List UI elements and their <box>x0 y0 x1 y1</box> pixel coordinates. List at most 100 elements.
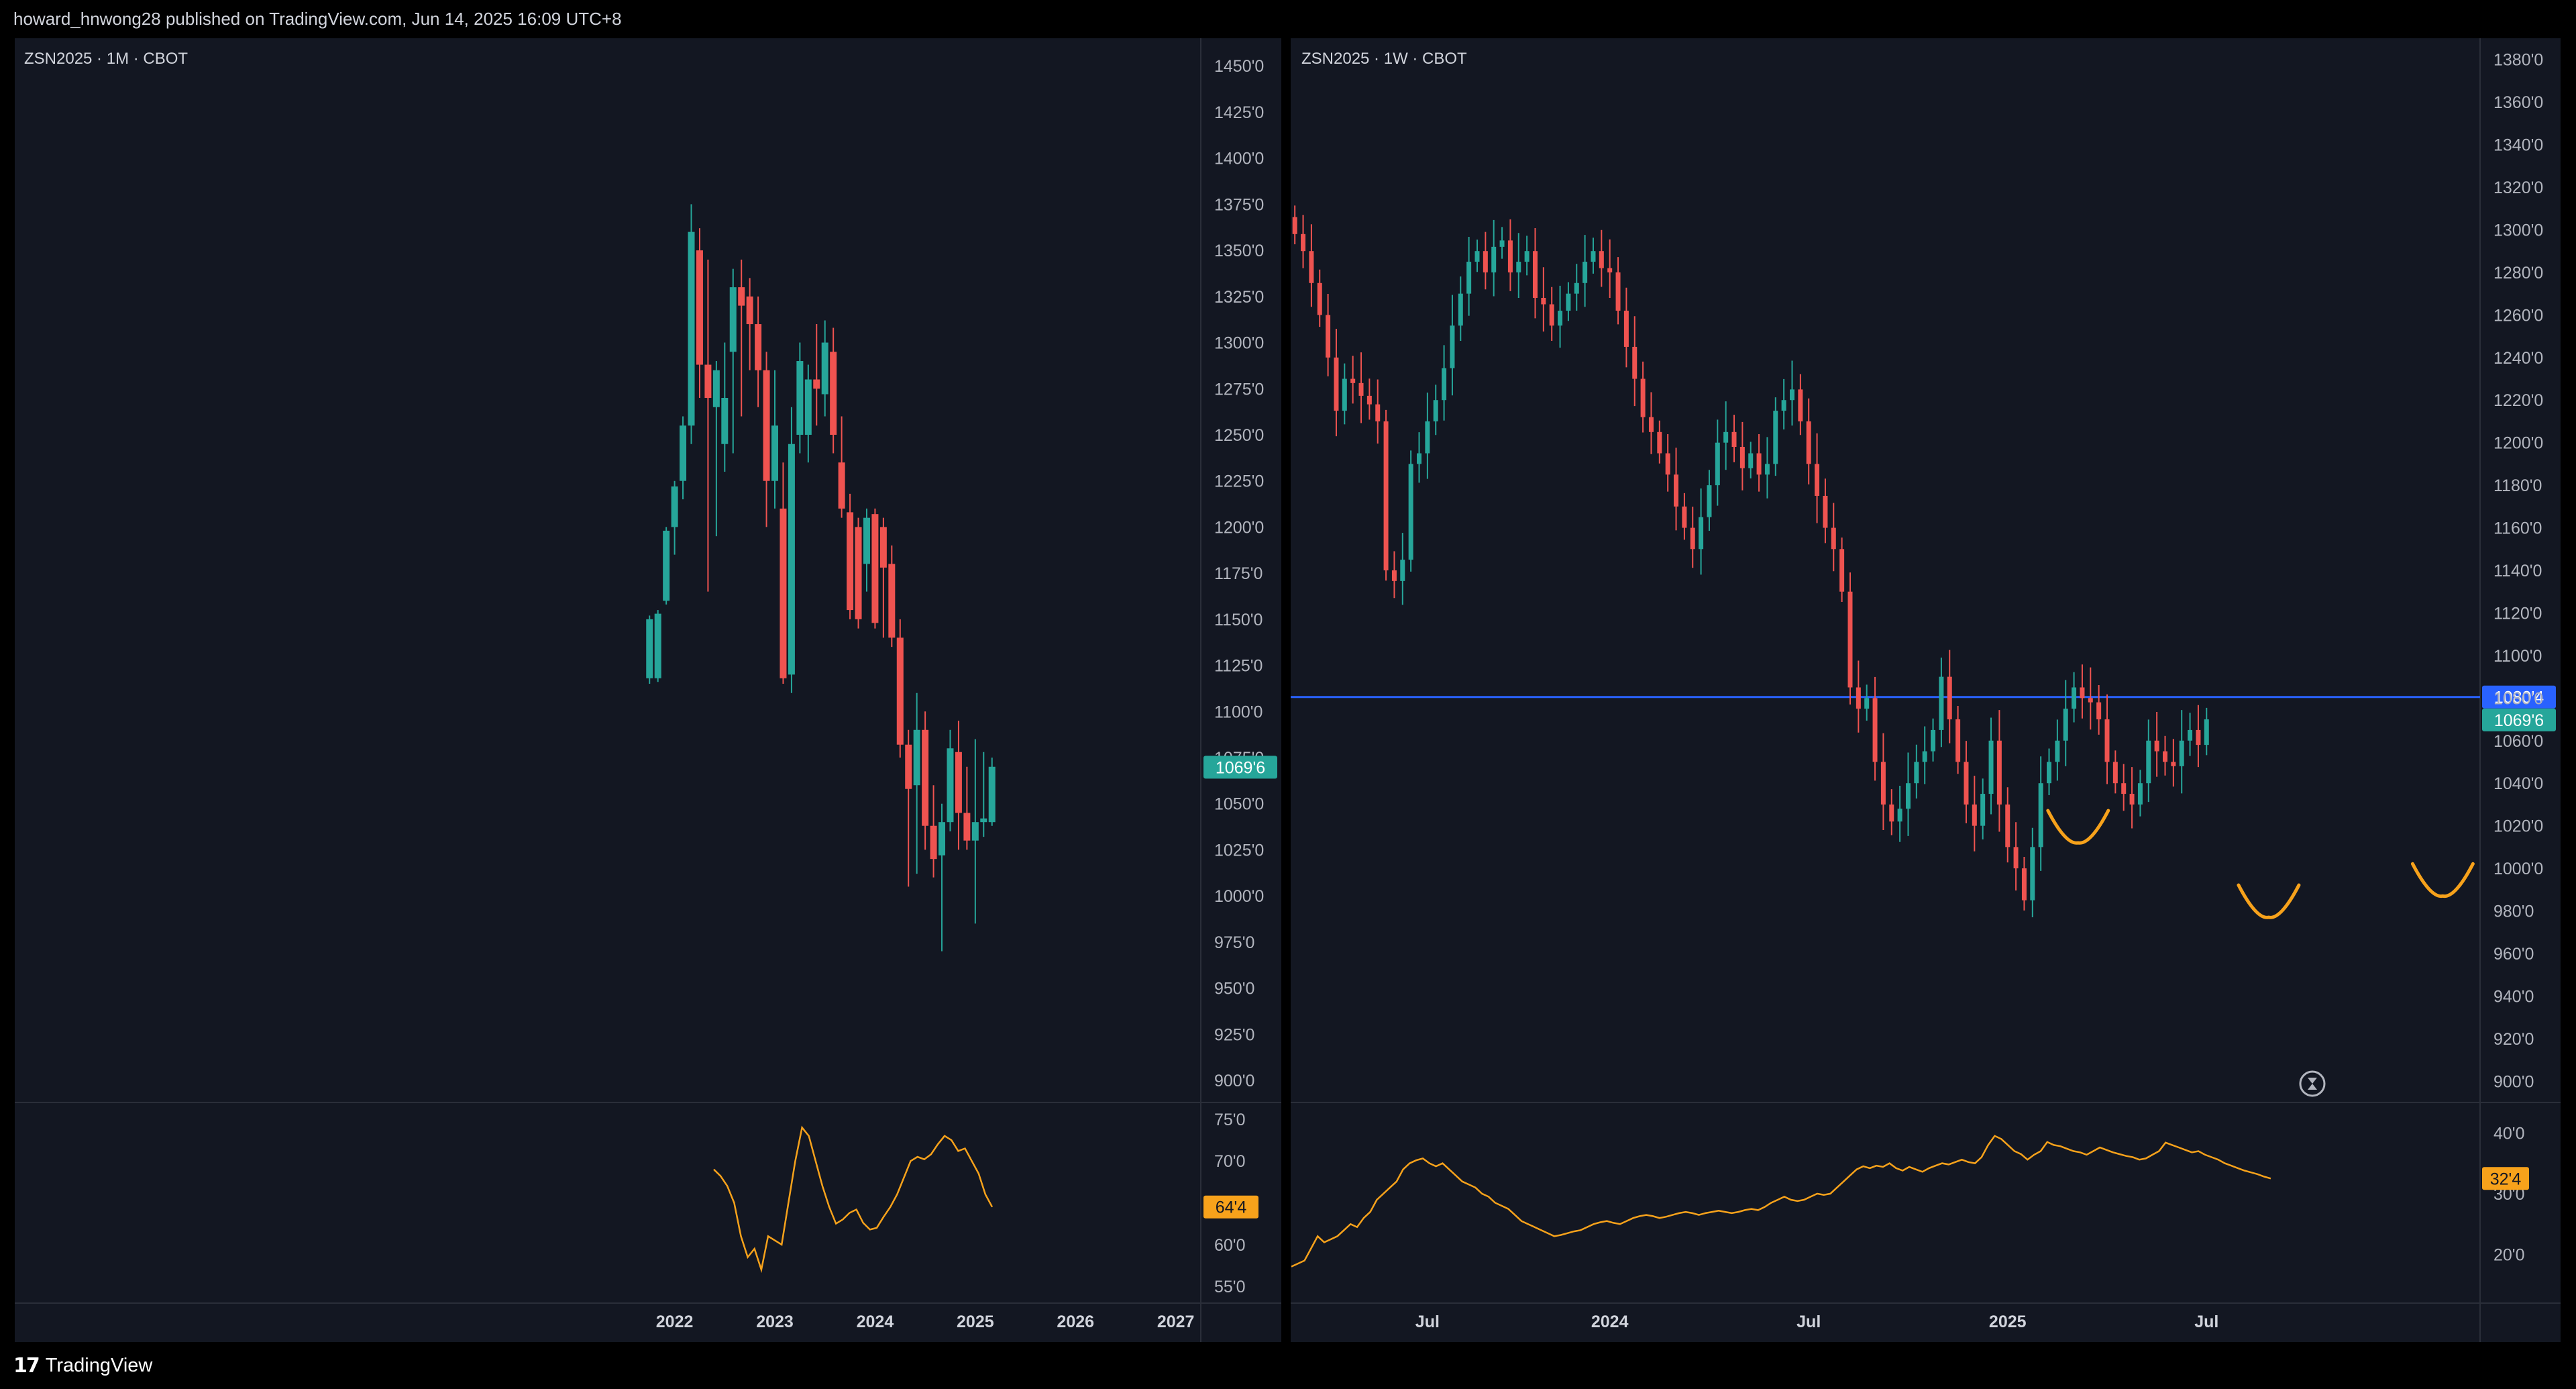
candle-body <box>913 729 920 786</box>
candle-body <box>1499 240 1505 247</box>
candle-body <box>1723 431 1729 443</box>
candle <box>1839 537 1845 602</box>
price-tick: 960'0 <box>2493 945 2534 964</box>
candle <box>688 204 695 444</box>
candle-body <box>704 364 712 398</box>
candle-body <box>1931 729 1936 752</box>
right-time-axis[interactable]: Jul 2024 Jul 2025 Jul <box>1415 1313 2219 1331</box>
candle-body <box>830 352 837 435</box>
candle-body <box>896 637 904 745</box>
candle <box>646 615 653 684</box>
candle-body <box>1905 783 1911 809</box>
candle <box>1532 227 1538 319</box>
indicator-tick: 40'0 <box>2493 1124 2524 1143</box>
right-pane[interactable] <box>1291 38 2561 1342</box>
left-chart-legend[interactable]: ZSN2025 · 1M · CBOT <box>24 50 188 68</box>
right-horizontal-line[interactable]: 1080'4 <box>1291 685 2556 709</box>
right-price-axis[interactable]: 1380'0 1360'0 1340'0 1320'0 1300'0 1280'0 1260… <box>2493 51 2543 1092</box>
candle <box>1615 257 1621 325</box>
price-tick: 1140'0 <box>2493 562 2542 580</box>
candle-body <box>1690 527 1695 550</box>
left-pane[interactable] <box>15 38 1281 1342</box>
price-tick: 1360'0 <box>2493 93 2543 112</box>
tradingview-brand[interactable]: 17 TradingView <box>13 1354 152 1378</box>
pattern-curve[interactable] <box>2410 862 2475 898</box>
candle <box>1823 478 1828 544</box>
candle <box>1599 229 1604 287</box>
left-time-axis[interactable]: 2022 2023 2024 2025 2026 2027 <box>656 1313 1195 1331</box>
time-tick: 2024 <box>857 1313 894 1331</box>
pattern-curve[interactable] <box>2046 809 2110 845</box>
candle-body <box>1326 315 1331 358</box>
candle-body <box>2146 740 2151 784</box>
indicator-tick: 60'0 <box>1214 1236 1245 1255</box>
left-indicator <box>713 1125 994 1274</box>
candle <box>1931 718 1936 762</box>
candle-body <box>863 517 870 564</box>
candle-body <box>1648 417 1654 432</box>
candle-body <box>1739 447 1745 468</box>
price-tick: 1060'0 <box>2493 732 2543 751</box>
right-pattern-drawings[interactable] <box>2046 809 2475 919</box>
candle <box>1980 778 1986 839</box>
candle <box>2179 710 2184 794</box>
candle-body <box>2129 794 2135 805</box>
candle <box>755 296 762 407</box>
candle-body <box>980 818 987 823</box>
candle-body <box>646 619 653 678</box>
candle <box>2038 756 2043 871</box>
candle <box>2104 694 2110 784</box>
candle-body <box>930 825 937 860</box>
candle-body <box>2162 751 2167 762</box>
price-tick: 1220'0 <box>2493 391 2543 410</box>
candle <box>1831 503 1836 572</box>
candle-body <box>1450 325 1455 368</box>
svg-text:1069'6: 1069'6 <box>2494 711 2544 730</box>
price-tick: 1080'0 <box>2493 689 2543 708</box>
candle <box>1648 392 1654 454</box>
candle-body <box>804 379 812 435</box>
pattern-curve[interactable] <box>2237 883 2301 919</box>
candle <box>729 268 737 454</box>
candle <box>771 370 779 509</box>
candle <box>1366 378 1372 420</box>
left-price-axis[interactable]: 1450'0 1425'0 1400'0 1375'0 1350'0 1325'0 1300… <box>1214 57 1264 1090</box>
candle <box>1880 733 1886 830</box>
time-tick: 2026 <box>1057 1313 1094 1331</box>
candle <box>663 527 670 605</box>
candle-body <box>1491 246 1497 272</box>
right-chart-legend[interactable]: ZSN2025 · 1W · CBOT <box>1301 50 1467 68</box>
candle-body <box>1657 431 1662 454</box>
candle <box>746 278 753 370</box>
candle-body <box>771 425 779 481</box>
candle-body <box>654 613 661 678</box>
candle <box>1524 236 1529 276</box>
candle-body <box>1823 495 1828 528</box>
price-tick: 940'0 <box>2493 987 2534 1006</box>
candle <box>2129 767 2135 829</box>
candle <box>855 517 862 629</box>
candle <box>1781 378 1786 430</box>
candle <box>930 785 937 878</box>
candle-body <box>2179 740 2184 766</box>
candle <box>1317 269 1322 327</box>
candle <box>1292 205 1297 245</box>
candle <box>888 545 896 648</box>
hourglass-icon[interactable] <box>2299 1070 2326 1097</box>
candle <box>896 619 904 758</box>
candle <box>1972 776 1977 852</box>
price-tick: 900'0 <box>2493 1072 2534 1091</box>
candle <box>1417 432 1422 483</box>
candle <box>2005 787 2010 863</box>
candle <box>1591 238 1596 274</box>
price-tick: 1400'0 <box>1214 150 1264 168</box>
candle <box>1847 572 1853 705</box>
candle-body <box>2030 847 2035 901</box>
price-tick: 1120'0 <box>2493 604 2542 623</box>
candle-body <box>2096 702 2102 720</box>
candle <box>1699 488 1704 575</box>
candle <box>1425 393 1430 479</box>
candle <box>1574 264 1579 311</box>
candle <box>821 320 828 417</box>
